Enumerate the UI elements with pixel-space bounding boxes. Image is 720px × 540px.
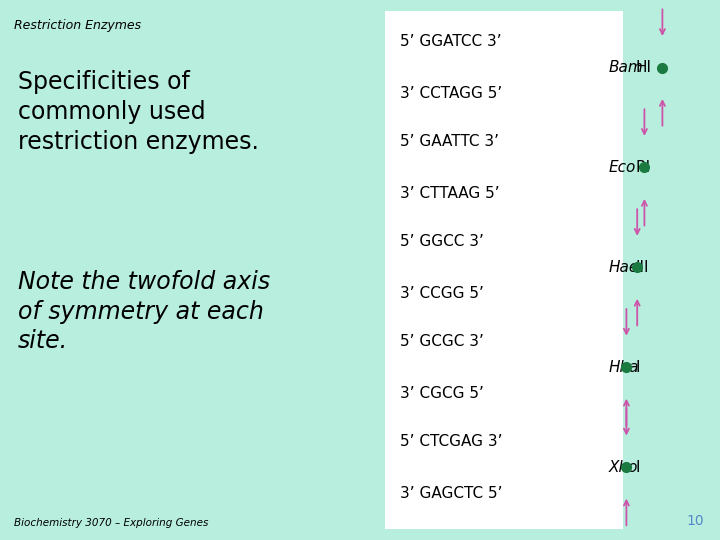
Text: 3’ CTTAAG 5’: 3’ CTTAAG 5’ [400, 186, 499, 201]
Text: I: I [635, 460, 640, 475]
Text: 3’ CCTAGG 5’: 3’ CCTAGG 5’ [400, 86, 502, 101]
Text: III: III [635, 260, 649, 275]
Text: 3’ CGCG 5’: 3’ CGCG 5’ [400, 386, 483, 401]
Text: RI: RI [635, 160, 651, 175]
Text: 3’ CCGG 5’: 3’ CCGG 5’ [400, 286, 483, 301]
Text: Specificities of
commonly used
restriction enzymes.: Specificities of commonly used restricti… [18, 70, 259, 153]
Text: HI: HI [635, 60, 652, 75]
Text: Eco: Eco [608, 160, 636, 175]
Text: 5’ CTCGAG 3’: 5’ CTCGAG 3’ [400, 434, 502, 449]
Text: 10: 10 [687, 514, 704, 528]
Text: 5’ GCGC 3’: 5’ GCGC 3’ [400, 334, 483, 349]
Text: Restriction Enzymes: Restriction Enzymes [14, 19, 142, 32]
Text: 3’ GAGCTC 5’: 3’ GAGCTC 5’ [400, 485, 502, 501]
Text: 5’ GAATTC 3’: 5’ GAATTC 3’ [400, 134, 498, 149]
Bar [623, 11, 720, 529]
Text: 5’ GGATCC 3’: 5’ GGATCC 3’ [400, 34, 501, 49]
Text: Biochemistry 3070 – Exploring Genes: Biochemistry 3070 – Exploring Genes [14, 518, 209, 528]
Text: Hha: Hha [608, 360, 639, 375]
Text: Bam: Bam [608, 60, 643, 75]
Text: 5’ GGCC 3’: 5’ GGCC 3’ [400, 234, 483, 249]
Text: Xho: Xho [608, 460, 638, 475]
Text: Note the twofold axis
of symmetry at each
site.: Note the twofold axis of symmetry at eac… [18, 270, 270, 353]
Bar [385, 11, 623, 529]
Text: Hae: Hae [608, 260, 639, 275]
Text: I: I [635, 360, 640, 375]
